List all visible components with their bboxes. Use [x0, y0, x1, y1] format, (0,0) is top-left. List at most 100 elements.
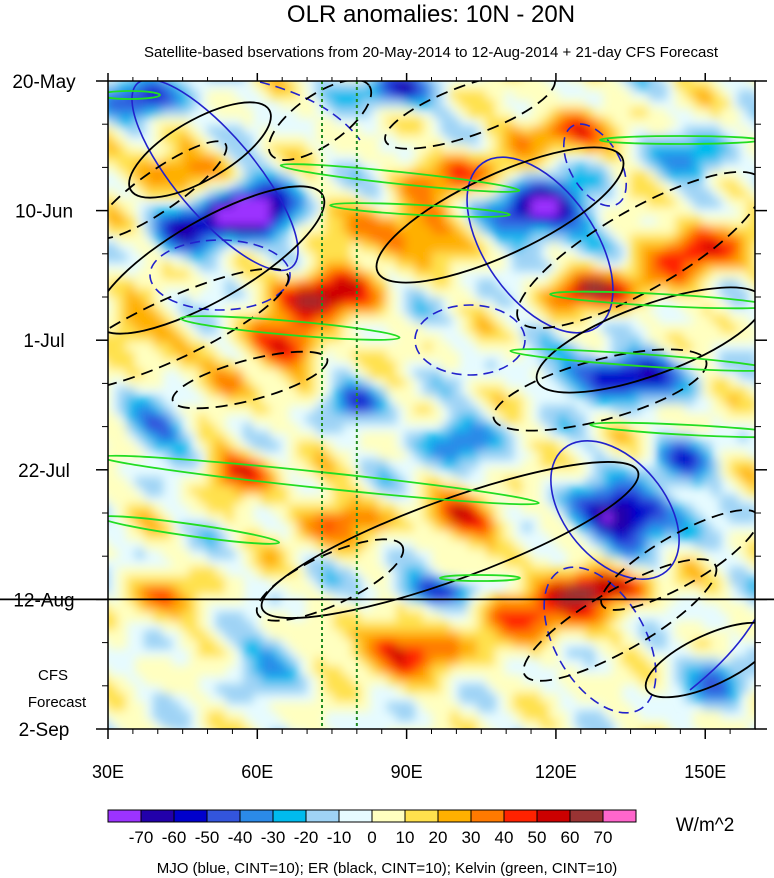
- olr-cell: [378, 126, 388, 136]
- olr-cell: [360, 567, 370, 577]
- olr-cell: [162, 207, 172, 217]
- olr-cell: [504, 684, 514, 694]
- olr-cell: [243, 522, 253, 532]
- olr-cell: [144, 108, 154, 118]
- olr-cell: [666, 162, 676, 172]
- olr-cell: [369, 459, 379, 469]
- olr-cell: [423, 171, 433, 181]
- olr-cell: [558, 441, 568, 451]
- olr-cell: [144, 432, 154, 442]
- olr-cell: [360, 396, 370, 406]
- olr-cell: [684, 666, 694, 676]
- olr-cell: [315, 180, 325, 190]
- olr-cell: [441, 153, 451, 163]
- olr-cell: [297, 297, 307, 307]
- olr-cell: [288, 81, 298, 91]
- olr-cell: [144, 441, 154, 451]
- olr-cell: [747, 504, 755, 514]
- olr-cell: [558, 621, 568, 631]
- olr-cell: [486, 324, 496, 334]
- olr-cell: [234, 315, 244, 325]
- olr-cell: [225, 333, 235, 343]
- olr-cell: [441, 279, 451, 289]
- olr-cell: [315, 315, 325, 325]
- olr-cell: [189, 630, 199, 640]
- olr-cell: [612, 432, 622, 442]
- olr-cell: [630, 81, 640, 91]
- olr-cell: [261, 180, 271, 190]
- olr-cell: [549, 270, 559, 280]
- olr-cell: [306, 153, 316, 163]
- olr-cell: [342, 252, 352, 262]
- olr-cell: [162, 333, 172, 343]
- olr-cell: [450, 450, 460, 460]
- olr-cell: [693, 216, 703, 226]
- olr-cell: [531, 81, 541, 91]
- olr-cell: [207, 207, 217, 217]
- olr-cell: [387, 432, 397, 442]
- olr-cell: [315, 297, 325, 307]
- olr-cell: [342, 405, 352, 415]
- olr-cell: [540, 648, 550, 658]
- olr-cell: [207, 468, 217, 478]
- olr-cell: [441, 657, 451, 667]
- olr-cell: [108, 639, 118, 649]
- olr-cell: [423, 234, 433, 244]
- olr-cell: [342, 450, 352, 460]
- olr-cell: [666, 270, 676, 280]
- olr-cell: [369, 270, 379, 280]
- olr-cell: [189, 414, 199, 424]
- olr-cell: [603, 243, 613, 253]
- olr-cell: [423, 153, 433, 163]
- olr-cell: [522, 639, 532, 649]
- olr-cell: [180, 135, 190, 145]
- olr-cell: [576, 126, 586, 136]
- olr-cell: [198, 315, 208, 325]
- olr-cell: [333, 126, 343, 136]
- olr-cell: [738, 657, 748, 667]
- olr-cell: [450, 477, 460, 487]
- olr-cell: [711, 585, 721, 595]
- olr-cell: [648, 180, 658, 190]
- olr-cell: [216, 513, 226, 523]
- olr-cell: [414, 216, 424, 226]
- olr-cell: [639, 297, 649, 307]
- olr-cell: [756, 648, 766, 658]
- olr-cell: [234, 477, 244, 487]
- olr-cell: [639, 567, 649, 577]
- olr-cell: [135, 360, 145, 370]
- olr-cell: [243, 135, 253, 145]
- olr-cell: [639, 648, 649, 658]
- olr-cell: [612, 90, 622, 100]
- olr-cell: [252, 432, 262, 442]
- olr-cell: [477, 162, 487, 172]
- olr-cell: [288, 486, 298, 496]
- olr-cell: [603, 567, 613, 577]
- olr-cell: [225, 522, 235, 532]
- olr-cell: [441, 567, 451, 577]
- olr-cell: [225, 234, 235, 244]
- olr-cell: [612, 540, 622, 550]
- olr-cell: [513, 612, 523, 622]
- olr-cell: [198, 648, 208, 658]
- olr-cell: [612, 648, 622, 658]
- olr-cell: [549, 171, 559, 181]
- olr-cell: [207, 162, 217, 172]
- olr-cell: [225, 306, 235, 316]
- olr-cell: [360, 531, 370, 541]
- olr-cell: [351, 657, 361, 667]
- er-contour: [260, 461, 640, 619]
- olr-cell: [288, 450, 298, 460]
- er-contours: [108, 81, 755, 699]
- olr-cell: [216, 243, 226, 253]
- olr-cell: [108, 621, 118, 631]
- olr-cell: [342, 693, 352, 703]
- olr-cell: [693, 153, 703, 163]
- olr-cell: [567, 540, 577, 550]
- olr-cell: [252, 198, 262, 208]
- olr-cell: [720, 504, 730, 514]
- olr-cell: [486, 468, 496, 478]
- olr-cell: [675, 198, 685, 208]
- olr-cell: [693, 261, 703, 271]
- olr-cell: [513, 117, 523, 127]
